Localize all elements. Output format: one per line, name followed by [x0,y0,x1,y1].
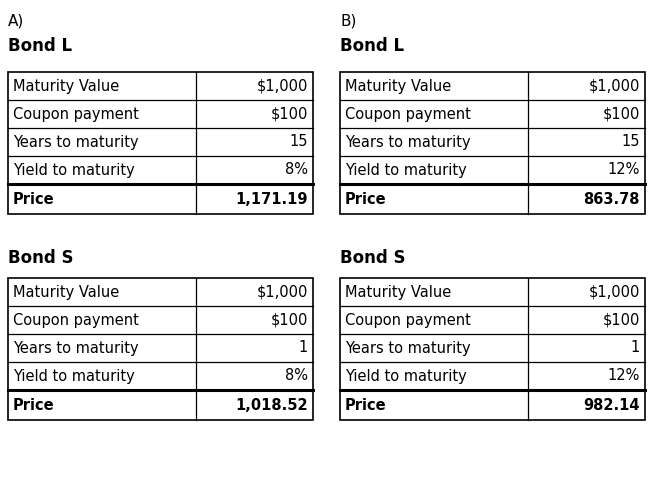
Bar [340,72,645,214]
Text: 15: 15 [621,135,640,150]
Text: Years to maturity: Years to maturity [345,135,471,150]
Text: 1,018.52: 1,018.52 [235,398,308,413]
Text: Maturity Value: Maturity Value [345,79,452,93]
Text: Coupon payment: Coupon payment [13,313,139,328]
Text: $100: $100 [603,106,640,121]
Text: Bond L: Bond L [8,37,72,55]
Text: A): A) [8,13,24,28]
Text: Maturity Value: Maturity Value [345,284,452,300]
Text: Bond L: Bond L [340,37,404,55]
Bar [8,278,313,420]
Text: B): B) [340,13,356,28]
Text: Yield to maturity: Yield to maturity [13,368,135,384]
Text: Price: Price [345,398,387,413]
Bar [8,72,313,214]
Text: $1,000: $1,000 [256,79,308,93]
Text: Coupon payment: Coupon payment [345,313,471,328]
Text: Maturity Value: Maturity Value [13,79,119,93]
Text: Years to maturity: Years to maturity [345,340,471,355]
Text: Years to maturity: Years to maturity [13,340,139,355]
Text: 8%: 8% [285,368,308,384]
Text: 12%: 12% [607,368,640,384]
Text: Coupon payment: Coupon payment [345,106,471,121]
Text: Bond S: Bond S [8,249,73,267]
Text: Maturity Value: Maturity Value [13,284,119,300]
Text: Yield to maturity: Yield to maturity [345,368,467,384]
Text: Yield to maturity: Yield to maturity [345,163,467,177]
Text: Price: Price [13,191,55,206]
Text: 1: 1 [631,340,640,355]
Text: 1,171.19: 1,171.19 [236,191,308,206]
Text: Price: Price [13,398,55,413]
Text: 12%: 12% [607,163,640,177]
Text: 1: 1 [299,340,308,355]
Text: 8%: 8% [285,163,308,177]
Text: $1,000: $1,000 [256,284,308,300]
Text: Coupon payment: Coupon payment [13,106,139,121]
Text: $100: $100 [603,313,640,328]
Text: $1,000: $1,000 [589,79,640,93]
Text: $100: $100 [270,313,308,328]
Text: $100: $100 [270,106,308,121]
Text: Bond S: Bond S [340,249,406,267]
Text: Years to maturity: Years to maturity [13,135,139,150]
Text: $1,000: $1,000 [589,284,640,300]
Bar [340,278,645,420]
Text: Price: Price [345,191,387,206]
Text: 982.14: 982.14 [583,398,640,413]
Text: Yield to maturity: Yield to maturity [13,163,135,177]
Text: 15: 15 [290,135,308,150]
Text: 863.78: 863.78 [583,191,640,206]
